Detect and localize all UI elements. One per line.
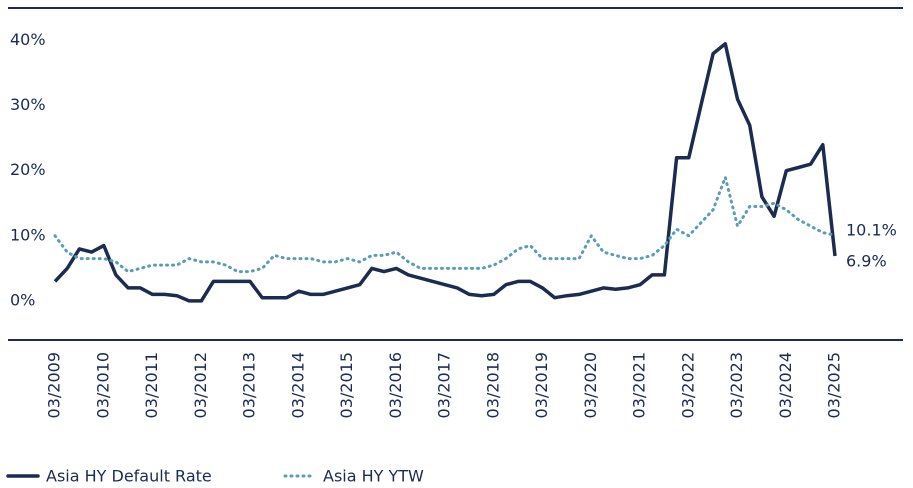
x-tick-label: 03/2019	[532, 352, 551, 418]
x-tick-label: 03/2014	[288, 352, 307, 418]
x-tick-label: 03/2022	[678, 352, 697, 418]
x-tick-label: 03/2010	[93, 352, 112, 418]
y-tick-label: 30%	[10, 95, 46, 114]
legend-label: Asia HY YTW	[323, 467, 424, 486]
legend-label: Asia HY Default Rate	[46, 467, 212, 486]
x-tick-label: 03/2012	[191, 352, 210, 418]
y-tick-label: 40%	[10, 30, 46, 49]
end-label: 6.9%	[846, 252, 887, 271]
x-tick-label: 03/2024	[776, 352, 795, 418]
x-tick-label: 03/2015	[337, 352, 356, 418]
y-tick-label: 20%	[10, 160, 46, 179]
x-tick-label: 03/2023	[727, 352, 746, 418]
x-tick-label: 03/2011	[142, 352, 161, 418]
x-tick-label: 03/2009	[45, 352, 64, 418]
data-line	[53, 175, 837, 274]
x-tick-label: 03/2016	[386, 352, 405, 418]
x-tick-label: 03/2017	[435, 352, 454, 418]
x-tick-label: 03/2018	[483, 352, 502, 418]
x-tick-label: 03/2021	[630, 352, 649, 418]
y-tick-label: 0%	[10, 290, 35, 309]
data-line	[53, 42, 837, 303]
x-tick-label: 03/2020	[581, 352, 600, 418]
end-label: 10.1%	[846, 221, 897, 240]
y-tick-label: 10%	[10, 225, 46, 244]
x-tick-label: 03/2013	[240, 352, 259, 418]
x-tick-label: 03/2025	[825, 352, 844, 418]
